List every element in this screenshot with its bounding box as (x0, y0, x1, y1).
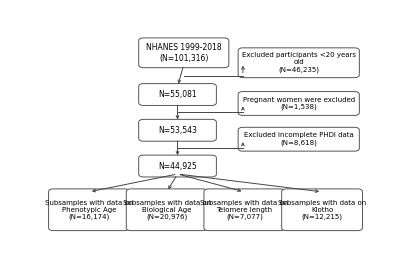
FancyBboxPatch shape (139, 119, 217, 141)
Text: NHANES 1999-2018
(N=101,316): NHANES 1999-2018 (N=101,316) (146, 43, 222, 62)
Text: N=55,081: N=55,081 (158, 90, 197, 99)
Text: Subsamples with data on
Telomere length
(N=7,077): Subsamples with data on Telomere length … (200, 199, 288, 220)
Text: N=44,925: N=44,925 (158, 162, 197, 171)
Text: Pregnant women were excluded
(N=1,538): Pregnant women were excluded (N=1,538) (243, 97, 355, 110)
Text: Subsamples with data on
Klotho
(N=12,215): Subsamples with data on Klotho (N=12,215… (278, 199, 366, 220)
FancyBboxPatch shape (126, 189, 207, 231)
Text: Subsamples with data on
Phenotypic Age
(N=16,174): Subsamples with data on Phenotypic Age (… (45, 199, 133, 220)
FancyBboxPatch shape (139, 155, 217, 177)
Text: Excluded participants <20 years
old
(N=46,235): Excluded participants <20 years old (N=4… (242, 52, 356, 73)
FancyBboxPatch shape (49, 189, 130, 231)
FancyBboxPatch shape (204, 189, 285, 231)
Text: Excluded incomplete PHDI data
(N=8,618): Excluded incomplete PHDI data (N=8,618) (244, 132, 354, 146)
FancyBboxPatch shape (238, 92, 359, 115)
FancyBboxPatch shape (139, 38, 229, 68)
FancyBboxPatch shape (282, 189, 363, 231)
FancyBboxPatch shape (238, 127, 359, 151)
Text: Subsamples with data on
Biological Age
(N=20,976): Subsamples with data on Biological Age (… (123, 199, 211, 220)
FancyBboxPatch shape (238, 48, 359, 78)
FancyBboxPatch shape (139, 84, 217, 106)
Text: N=53,543: N=53,543 (158, 126, 197, 135)
